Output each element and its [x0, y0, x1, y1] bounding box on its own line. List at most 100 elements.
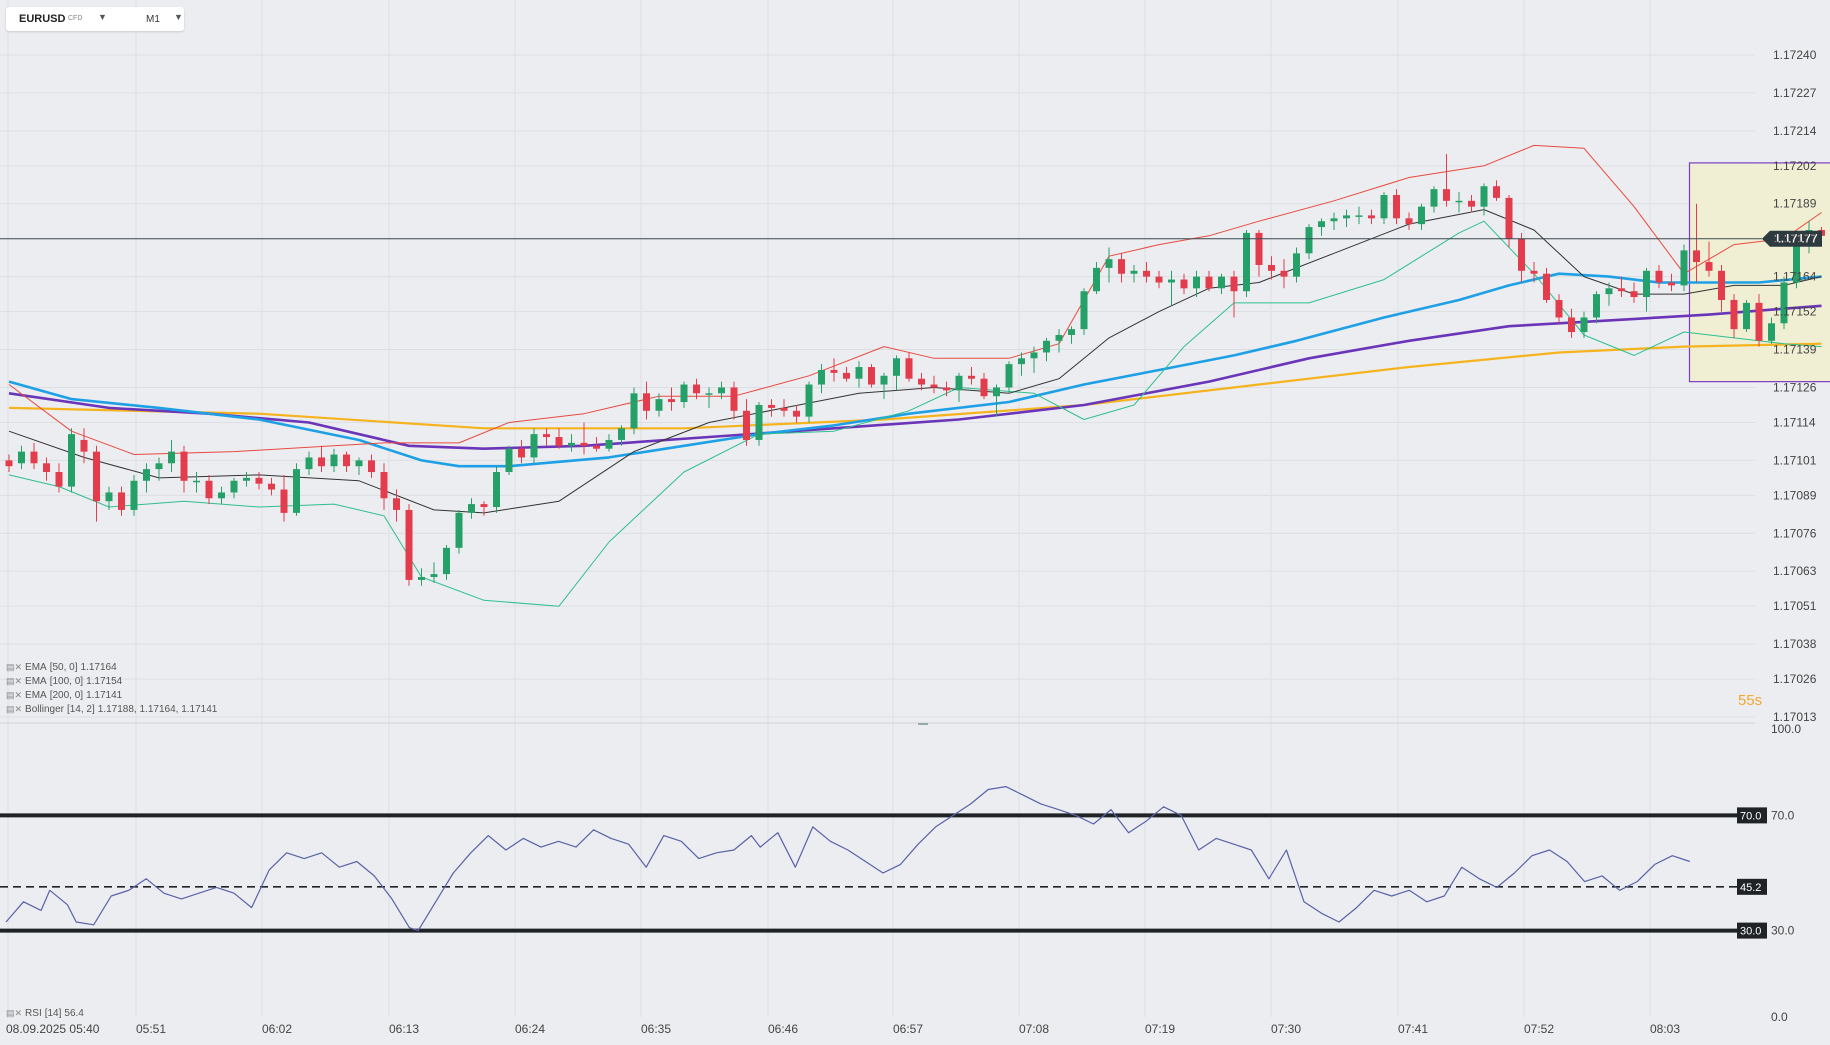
- price-tick-label: 1.17063: [1773, 564, 1817, 578]
- time-tick-label: 06:46: [768, 1022, 798, 1036]
- rsi-panel[interactable]: 100.0 70.0 30.0 0.0 70.0 45.2 30.0: [0, 722, 1801, 1024]
- candle-body: [1693, 250, 1700, 263]
- candle-body: [1680, 250, 1688, 286]
- candle-body: [168, 451, 175, 464]
- candle-body: [1318, 221, 1325, 228]
- candle-body: [18, 451, 25, 464]
- current-price-line: 1.17177: [0, 230, 1822, 247]
- price-tick-label: 1.17038: [1773, 637, 1817, 651]
- time-tick-label: 05:51: [136, 1022, 166, 1036]
- price-tick-label: 1.17013: [1773, 710, 1817, 724]
- legend-ema200[interactable]: ▤✕ EMA [200, 0] 1.17141: [6, 690, 123, 701]
- candle-body: [1168, 279, 1175, 283]
- symbol-toolbar[interactable]: EURUSD CFD ▼ M1 ▼: [6, 7, 184, 31]
- timeframe-label[interactable]: M1: [146, 14, 160, 25]
- candle-body: [30, 451, 38, 464]
- legend-ema50[interactable]: ▤✕ EMA [50, 0] 1.17164: [6, 662, 117, 673]
- settings-close-icon[interactable]: ▤✕: [6, 676, 23, 686]
- candle-body: [1355, 215, 1363, 217]
- candle-body: [155, 463, 163, 470]
- settings-close-icon[interactable]: ▤✕: [6, 690, 23, 700]
- candle-body: [143, 469, 150, 481]
- candle-body: [1205, 276, 1213, 289]
- time-tick-label: 07:19: [1145, 1022, 1175, 1036]
- candle-body: [55, 472, 63, 487]
- candle-body: [555, 437, 563, 446]
- candle-body: [1518, 238, 1525, 271]
- candle-body: [405, 509, 413, 580]
- legend-rsi[interactable]: ▤✕ RSI [14] 56.4: [6, 1008, 84, 1019]
- candle-body: [1280, 270, 1288, 277]
- candle-body: [930, 384, 938, 388]
- candle-body: [43, 463, 50, 473]
- instrument-type-label: CFD: [68, 15, 83, 22]
- price-tick-label: 1.17152: [1773, 305, 1817, 319]
- candle-body: [80, 439, 88, 452]
- candle-body: [730, 387, 738, 411]
- candle-body: [880, 375, 888, 385]
- candle-body: [1380, 194, 1388, 219]
- candle-body: [1568, 317, 1575, 333]
- rsi-level-tag: [1737, 807, 1767, 824]
- candle-body: [1055, 334, 1063, 341]
- candle-body: [1668, 282, 1675, 286]
- candle-body: [343, 454, 350, 467]
- candle-body: [1180, 279, 1188, 289]
- rsi-axis-label: 70.0: [1771, 808, 1795, 822]
- price-tick-label: 1.17202: [1773, 159, 1817, 173]
- time-tick-label: 06:35: [641, 1022, 671, 1036]
- time-tick-label: 07:52: [1524, 1022, 1554, 1036]
- candle-body: [980, 378, 988, 397]
- price-tick-label: 1.17076: [1773, 526, 1817, 540]
- candle-body: [455, 512, 463, 548]
- candle-body: [1393, 194, 1400, 219]
- candle-body: [1093, 267, 1100, 292]
- candle-body: [180, 451, 188, 481]
- time-tick-label: 07:30: [1271, 1022, 1301, 1036]
- candle-body: [805, 384, 813, 417]
- candle-body: [1105, 259, 1113, 268]
- candle-body: [1505, 197, 1513, 239]
- symbol-label[interactable]: EURUSD: [19, 13, 66, 25]
- candle-body: [1493, 186, 1500, 198]
- candle-body: [430, 574, 438, 578]
- candle-body: [1030, 352, 1038, 359]
- candle-body: [968, 375, 975, 379]
- candle-body: [1080, 291, 1088, 330]
- candle-body: [255, 477, 263, 484]
- candle-body: [268, 483, 275, 490]
- timeframe-dropdown-icon[interactable]: ▼: [174, 12, 183, 22]
- candle-body: [380, 472, 388, 499]
- settings-close-icon[interactable]: ▤✕: [6, 1008, 23, 1018]
- candle-body: [1705, 262, 1713, 271]
- time-tick-label: 07:08: [1019, 1022, 1049, 1036]
- time-tick-label: 06:24: [515, 1022, 545, 1036]
- candle-body: [855, 367, 863, 379]
- settings-close-icon[interactable]: ▤✕: [6, 662, 23, 672]
- rsi-axis-label: 0.0: [1771, 1010, 1788, 1024]
- candle-body: [318, 457, 325, 467]
- rsi-level-tag-label: 70.0: [1740, 810, 1761, 822]
- candle-body: [843, 372, 850, 379]
- candle-body: [905, 358, 913, 379]
- candle-body: [1118, 259, 1125, 274]
- candle-body: [1718, 270, 1725, 300]
- ema100-line: [8, 304, 1822, 450]
- candle-body: [468, 504, 475, 513]
- candle-body: [768, 404, 775, 408]
- candle-body: [1768, 323, 1775, 341]
- candle-body: [1068, 329, 1075, 335]
- legend-bollinger[interactable]: ▤✕ Bollinger [14, 2] 1.17188, 1.17164, 1.17…: [6, 704, 218, 715]
- candle-body: [618, 428, 625, 440]
- symbol-dropdown-icon[interactable]: ▼: [98, 12, 107, 22]
- candle-body: [818, 369, 825, 385]
- candle-body: [1230, 276, 1238, 292]
- legend-ema100[interactable]: ▤✕ EMA [100, 0] 1.17154: [6, 676, 123, 687]
- chart-grid: [0, 0, 1755, 1017]
- candle-body: [1405, 218, 1413, 225]
- candle-body: [1255, 232, 1263, 265]
- settings-close-icon[interactable]: ▤✕: [6, 704, 23, 714]
- candle-body: [1293, 253, 1300, 277]
- candle-body: [1443, 189, 1450, 201]
